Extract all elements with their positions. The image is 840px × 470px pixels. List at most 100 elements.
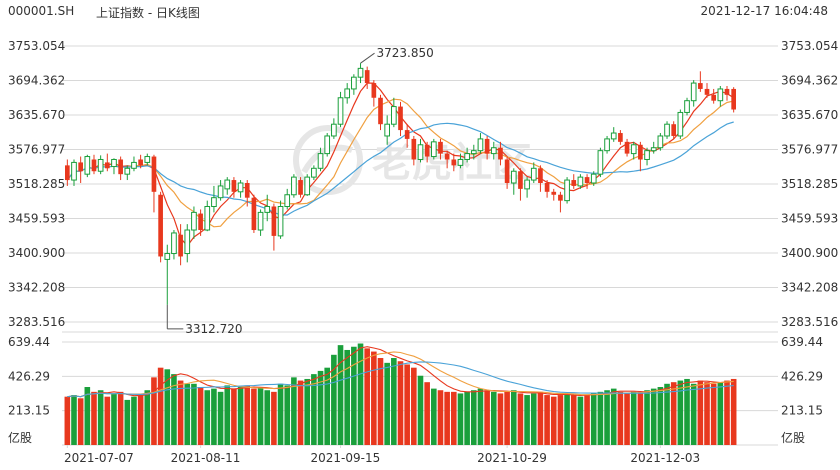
volume-ma5-line: [67, 346, 734, 398]
volume-bar: [271, 391, 277, 445]
candle-body-up: [564, 179, 570, 202]
candle-body-down: [571, 180, 577, 186]
price-tick-label: 3400.900: [8, 246, 65, 260]
volume-bar: [317, 370, 324, 445]
candle-body-up: [97, 158, 104, 172]
candle-body-up: [311, 167, 317, 178]
candle-body-up: [684, 100, 690, 113]
candle-body-up: [331, 123, 337, 137]
price-tick-label: 3753.054: [8, 39, 65, 53]
ma20-line: [66, 121, 734, 216]
volume-bar: [544, 395, 550, 445]
price-tick-label: 3753.054: [781, 39, 838, 53]
volume-bar: [357, 343, 364, 445]
volume-bar: [384, 362, 390, 445]
volume-bar: [104, 396, 111, 445]
volume-bar: [437, 390, 444, 445]
candle-body-up: [664, 123, 670, 137]
timestamp: 2021-12-17 16:04:48: [700, 4, 828, 18]
candle-body-down: [251, 197, 257, 231]
candle-body-down: [731, 88, 737, 110]
candle-body-up: [717, 88, 724, 102]
candle-body-up: [124, 167, 131, 175]
volume-bar: [231, 388, 237, 445]
price-axis-left: 3753.054 3694.362 3635.670 3576.977 3518.285…: [8, 39, 65, 445]
volume-bar: [724, 380, 730, 445]
candle-body-up: [184, 229, 191, 255]
volume-bar: [131, 396, 137, 445]
candle-body-up: [344, 88, 351, 99]
volume-bar: [624, 393, 630, 445]
candle-body-down: [411, 138, 417, 160]
candle-body-up: [590, 173, 597, 184]
volume-bar: [610, 388, 617, 445]
candle-body-down: [484, 138, 490, 154]
volume-bar: [570, 395, 577, 445]
volume-unit-label: 亿股: [8, 430, 32, 445]
volume-tick-label: 213.15: [8, 404, 50, 418]
volume-bar: [630, 391, 637, 445]
volume-bar: [597, 391, 604, 445]
candle-body-down: [584, 177, 590, 183]
volume-bar: [417, 375, 424, 445]
volume-bar: [151, 377, 157, 445]
candle-body-down: [298, 180, 303, 195]
candle-body-down: [518, 171, 523, 189]
candle-body-down: [558, 194, 563, 201]
price-tick-label: 3518.285: [781, 177, 838, 191]
candle-body-up: [164, 253, 171, 260]
volume-bar: [637, 391, 644, 445]
volume-bar: [550, 396, 557, 445]
volume-bar: [311, 374, 317, 445]
candle-body-up: [391, 106, 397, 125]
price-tick-label: 3694.362: [781, 74, 838, 88]
candle-body-up: [470, 150, 477, 155]
price-tick-label: 3400.900: [781, 246, 838, 260]
candle-body-down: [118, 159, 123, 175]
volume-bar: [277, 383, 284, 445]
volume-bar: [251, 388, 257, 445]
candle-body-down: [404, 130, 410, 139]
volume-bar: [344, 349, 350, 445]
date-axis-label: 2021-12-03: [630, 451, 700, 465]
candle-body-up: [644, 150, 650, 160]
candle-body-down: [371, 83, 377, 98]
candle-body-up: [217, 185, 224, 199]
candle-body-up: [690, 82, 697, 102]
candle-body-up: [211, 197, 217, 208]
candle-body-up: [577, 176, 584, 187]
volume-bar: [444, 391, 450, 445]
volume-ma20-line: [67, 361, 734, 398]
volume-bar: [397, 361, 404, 445]
volume-bar: [364, 348, 370, 445]
volume-bar: [331, 354, 337, 445]
candle-body-down: [438, 141, 443, 154]
volume-tick-label: 639.44: [781, 335, 823, 349]
volume-bar: [451, 391, 457, 445]
volume-bar: [411, 367, 417, 445]
volume-bar: [404, 364, 410, 445]
volume-bar: [490, 391, 497, 445]
candle-body-down: [364, 70, 370, 84]
volume-bar: [237, 387, 244, 445]
candle-body-up: [291, 176, 297, 196]
candle-body-down: [724, 88, 730, 95]
volume-bar: [391, 358, 397, 445]
candle-body-down: [671, 124, 677, 136]
volume-bar: [124, 399, 131, 445]
candle-body-down: [244, 182, 250, 198]
volume-bar: [171, 374, 177, 445]
volume-bar: [717, 382, 724, 445]
candle-body-up: [351, 76, 357, 90]
volume-bar: [604, 390, 610, 445]
volume-bar: [197, 387, 204, 445]
volume-bar: [64, 396, 71, 445]
volume-bar: [191, 383, 197, 445]
candle-body-down: [64, 165, 70, 181]
price-tick-label: 3342.208: [781, 281, 838, 295]
volume-bar: [590, 393, 597, 445]
volume-bar: [284, 385, 291, 445]
candles: [64, 63, 737, 305]
candle-body-down: [151, 156, 157, 192]
